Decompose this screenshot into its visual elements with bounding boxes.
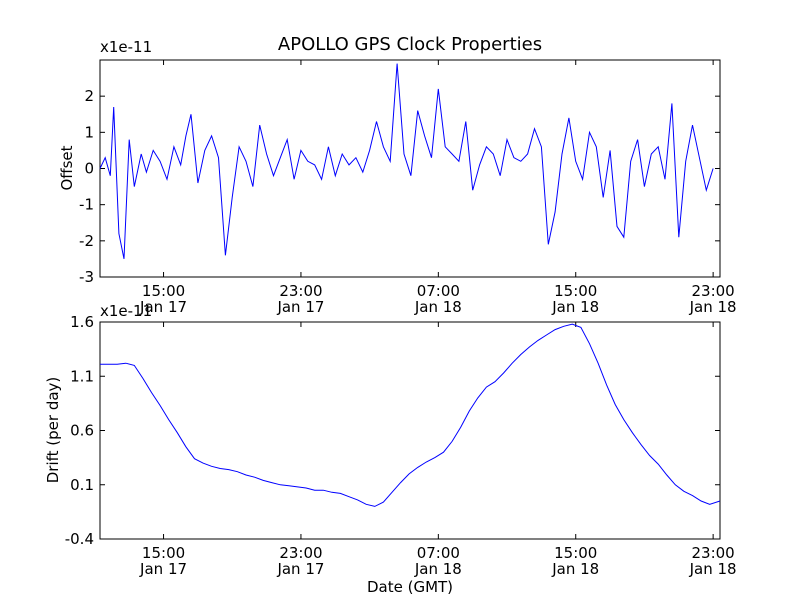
- offset-xtick-date: Jan 17: [139, 298, 187, 316]
- drift-ytick-label: 0.6: [70, 422, 94, 440]
- offset-y-axis-label: Offset: [58, 145, 76, 190]
- drift-ytick-label: 1.1: [70, 367, 94, 385]
- drift-y-axis-label: Drift (per day): [44, 377, 62, 484]
- offset-ytick-label: 1: [84, 123, 94, 141]
- drift-xtick-date: Jan 18: [414, 560, 462, 578]
- drift-series-line: [100, 323, 721, 507]
- chart-title: APOLLO GPS Clock Properties: [278, 34, 542, 55]
- drift-ytick-label: 1.6: [70, 313, 94, 331]
- drift-axis-multiplier: x1e-11: [100, 302, 152, 320]
- drift-ytick-label: -0.4: [65, 530, 94, 548]
- offset-ytick-label: 0: [84, 160, 94, 178]
- offset-xtick-date: Jan 17: [276, 298, 324, 316]
- drift-xtick-time: 15:00: [142, 544, 185, 562]
- offset-xtick-date: Jan 18: [551, 298, 599, 316]
- offset-xtick-time: 23:00: [279, 282, 322, 300]
- drift-xtick-time: 23:00: [279, 544, 322, 562]
- drift-xtick-date: Jan 18: [689, 560, 737, 578]
- offset-xtick-time: 15:00: [554, 282, 597, 300]
- drift-xtick-date: Jan 18: [551, 560, 599, 578]
- offset-xtick-time: 07:00: [417, 282, 460, 300]
- offset-ytick-label: -2: [79, 232, 94, 250]
- offset-ytick-label: -1: [79, 196, 94, 214]
- offset-ytick-label: -3: [79, 268, 94, 286]
- offset-xtick-time: 15:00: [142, 282, 185, 300]
- drift-xtick-time: 07:00: [417, 544, 460, 562]
- drift-xtick-time: 23:00: [692, 544, 735, 562]
- drift-ytick-label: 0.1: [70, 476, 94, 494]
- drift-xtick-time: 15:00: [554, 544, 597, 562]
- drift-xtick-date: Jan 17: [139, 560, 187, 578]
- offset-series-line: [99, 63, 714, 259]
- offset-axis-multiplier: x1e-11: [100, 38, 152, 56]
- offset-ytick-label: 2: [84, 87, 94, 105]
- drift-yticks: -0.4 0.1 0.6 1.1 1.6: [65, 313, 720, 548]
- drift-x-axis-label: Date (GMT): [367, 578, 453, 596]
- offset-xtick-date: Jan 18: [689, 298, 737, 316]
- offset-xtick-date: Jan 18: [414, 298, 462, 316]
- offset-xtick-time: 23:00: [692, 282, 735, 300]
- offset-yticks: -3 -2 -1 0 1 2: [79, 87, 720, 286]
- drift-xtick-date: Jan 17: [276, 560, 324, 578]
